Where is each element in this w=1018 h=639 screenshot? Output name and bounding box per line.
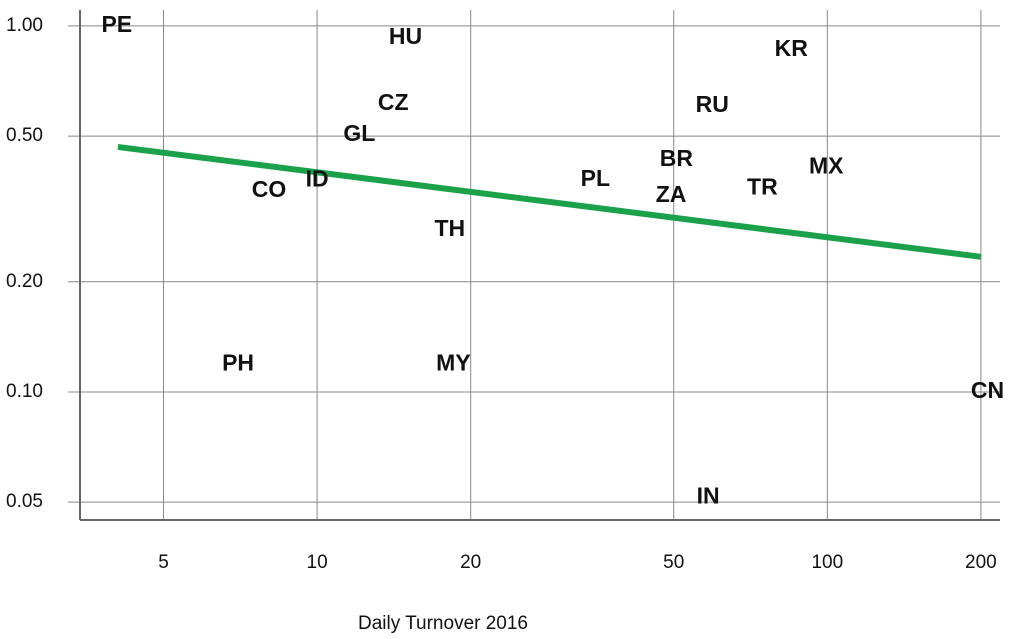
point-label: BR xyxy=(660,145,694,171)
y-tick-label: 0.10 xyxy=(6,381,43,402)
point-label: PL xyxy=(581,165,610,191)
point-label: TH xyxy=(434,215,465,241)
y-tick-label: 0.05 xyxy=(6,491,43,512)
x-tick-label: 200 xyxy=(965,552,997,573)
point-label: CZ xyxy=(378,89,409,115)
point-label: PE xyxy=(101,11,132,37)
point-label: CO xyxy=(252,176,287,202)
point-label: ID xyxy=(306,166,329,192)
point-label: ZA xyxy=(656,181,687,207)
x-tick-label: 20 xyxy=(460,552,481,573)
point-label: KR xyxy=(775,35,809,61)
point-label: PH xyxy=(222,349,254,375)
x-axis-label: Daily Turnover 2016 xyxy=(358,613,528,634)
x-tick-label: 5 xyxy=(158,552,169,573)
point-label: MX xyxy=(809,153,844,179)
point-label: MY xyxy=(436,349,471,375)
point-label: TR xyxy=(747,173,778,199)
point-label: IN xyxy=(697,482,720,508)
y-tick-label: 1.00 xyxy=(6,15,43,36)
y-tick-label: 0.20 xyxy=(6,271,43,292)
trend-line xyxy=(117,143,982,260)
x-tick-label: 10 xyxy=(307,552,328,573)
y-tick-label: 0.50 xyxy=(6,125,43,146)
point-label: HU xyxy=(389,23,422,49)
point-label: GL xyxy=(343,120,375,146)
x-tick-label: 50 xyxy=(663,552,684,573)
point-label: RU xyxy=(696,91,729,117)
point-label: CN xyxy=(971,377,1004,403)
x-tick-label: 100 xyxy=(811,552,843,573)
